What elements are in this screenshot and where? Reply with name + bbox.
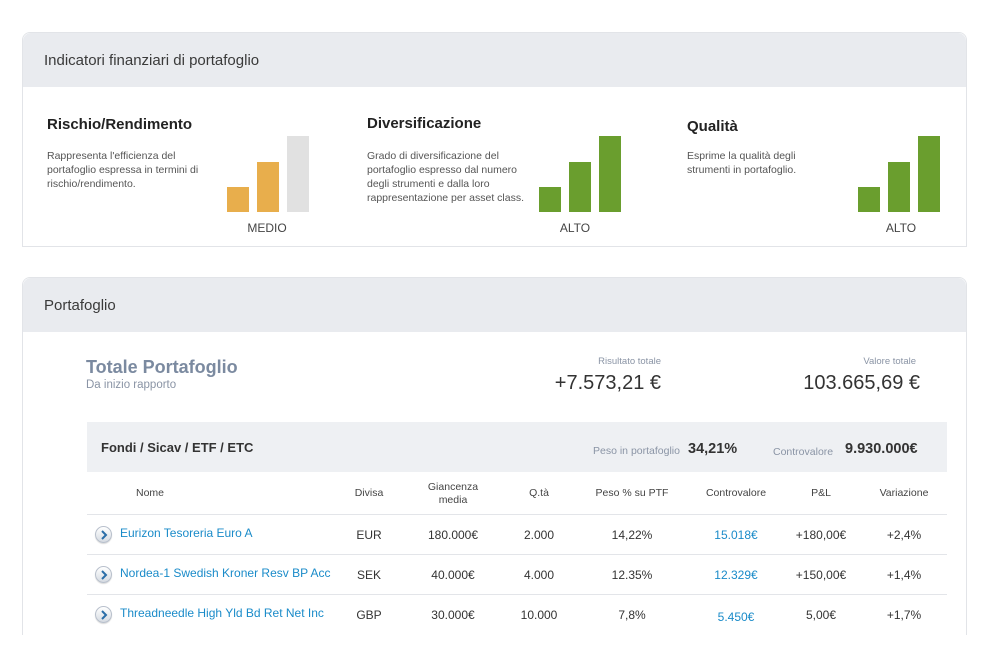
column-header-currency: Divisa: [354, 487, 384, 499]
indicator-title: Rischio/Rendimento: [47, 116, 193, 133]
countervalue-link[interactable]: 5.450€: [717, 610, 755, 624]
qty-cell: 2.000: [523, 528, 555, 542]
table-row[interactable]: Threadneedle High Yld Bd Ret Net Inc GBP…: [87, 594, 947, 634]
avg-stock-cell: 30.000€: [431, 608, 475, 622]
panel-title: Indicatori finanziari di portafoglio: [44, 51, 260, 69]
indicator-level-label: ALTO: [885, 221, 917, 235]
indicator-description: Grado di diversificazione del portafogli…: [367, 150, 525, 204]
weight-cell: 7,8%: [618, 608, 646, 622]
column-header-avg-stock-line1: Giancenza: [427, 481, 479, 493]
avg-stock-cell: 40.000€: [431, 568, 475, 582]
weight-cell: 12.35%: [611, 568, 653, 582]
column-header-weight: Peso % su PTF: [595, 487, 669, 499]
indicator-level-bars: [539, 136, 621, 212]
total-result-value: +7.573,21 €: [554, 372, 661, 394]
chevron-right-icon[interactable]: [95, 606, 112, 623]
panel-title: Portafoglio: [44, 296, 116, 314]
indicator-level-bars: [227, 136, 309, 212]
level-bar: [539, 187, 561, 212]
pl-cell: +150,00€: [795, 568, 847, 582]
level-bar: [858, 187, 880, 212]
weight-cell: 14,22%: [611, 528, 653, 542]
column-header-pl: P&L: [811, 487, 831, 499]
countervalue-value: 9.930.000€: [845, 441, 918, 457]
currency-cell: EUR: [356, 528, 382, 542]
fund-name-link[interactable]: Nordea-1 Swedish Kroner Resv BP Acc: [120, 566, 331, 580]
chevron-right-icon[interactable]: [95, 566, 112, 583]
countervalue-link[interactable]: 12.329€: [714, 568, 758, 582]
financial-indicators-panel: Indicatori finanziari di portafoglio Ris…: [22, 32, 967, 247]
qty-cell: 4.000: [523, 568, 555, 582]
change-cell: +1,7%: [886, 608, 922, 622]
level-bar: [599, 136, 621, 212]
weight-value: 34,21%: [688, 441, 738, 457]
level-bar: [918, 136, 940, 212]
indicator-level-bars: [858, 136, 940, 212]
panel-header: Indicatori finanziari di portafoglio: [23, 33, 966, 87]
indicator-level-label: MEDIO: [247, 221, 287, 235]
asset-group-header: Fondi / Sicav / ETF / ETC Peso in portaf…: [87, 422, 947, 472]
total-value-label: Valore totale: [863, 356, 916, 367]
change-cell: +1,4%: [886, 568, 922, 582]
total-portfolio-subtitle: Da inizio rapporto: [86, 379, 177, 391]
column-header-avg-stock-line2: media: [438, 494, 468, 506]
change-cell: +2,4%: [886, 528, 922, 542]
level-bar: [888, 162, 910, 212]
level-bar: [287, 136, 309, 212]
indicator-description: Rappresenta l'efficienza del portafoglio…: [47, 150, 199, 190]
portfolio-panel: Portafoglio Totale Portafoglio Da inizio…: [22, 277, 967, 635]
asset-group-title: Fondi / Sicav / ETF / ETC: [101, 440, 254, 455]
column-header-qty: Q.tà: [529, 487, 549, 499]
panel-header: Portafoglio: [23, 278, 966, 332]
weight-label: Peso in portafoglio: [593, 445, 680, 457]
total-result-label: Risultato totale: [598, 356, 661, 367]
indicator-level-label: ALTO: [559, 221, 591, 235]
level-bar: [569, 162, 591, 212]
indicator-description: Esprime la qualità degli strumenti in po…: [687, 150, 797, 176]
column-header-name: Nome: [135, 487, 164, 499]
fund-name-link[interactable]: Eurizon Tesoreria Euro A: [120, 526, 253, 540]
table-row[interactable]: Eurizon Tesoreria Euro A EUR 180.000€ 2.…: [87, 514, 947, 554]
total-value-value: 103.665,69 €: [803, 372, 920, 394]
fund-name-link[interactable]: Threadneedle High Yld Bd Ret Net Inc: [120, 606, 324, 620]
countervalue-label: Controvalore: [773, 446, 834, 458]
currency-cell: GBP: [356, 608, 382, 622]
total-portfolio-title: Totale Portafoglio: [86, 357, 238, 377]
table-row[interactable]: Nordea-1 Swedish Kroner Resv BP Acc SEK …: [87, 554, 947, 594]
countervalue-link[interactable]: 15.018€: [714, 528, 758, 542]
column-header-change: Variazione: [879, 487, 929, 499]
chevron-right-icon[interactable]: [95, 526, 112, 543]
indicator-title: Qualità: [687, 118, 738, 135]
pl-cell: 5,00€: [805, 608, 837, 622]
currency-cell: SEK: [356, 568, 381, 582]
level-bar: [227, 187, 249, 212]
level-bar: [257, 162, 279, 212]
column-header-countervalue: Controvalore: [705, 487, 767, 499]
avg-stock-cell: 180.000€: [427, 528, 479, 542]
qty-cell: 10.000: [520, 608, 558, 622]
indicator-title: Diversificazione: [367, 115, 482, 132]
pl-cell: +180,00€: [795, 528, 847, 542]
column-header-avg-stock: Giancenza media: [413, 481, 493, 507]
